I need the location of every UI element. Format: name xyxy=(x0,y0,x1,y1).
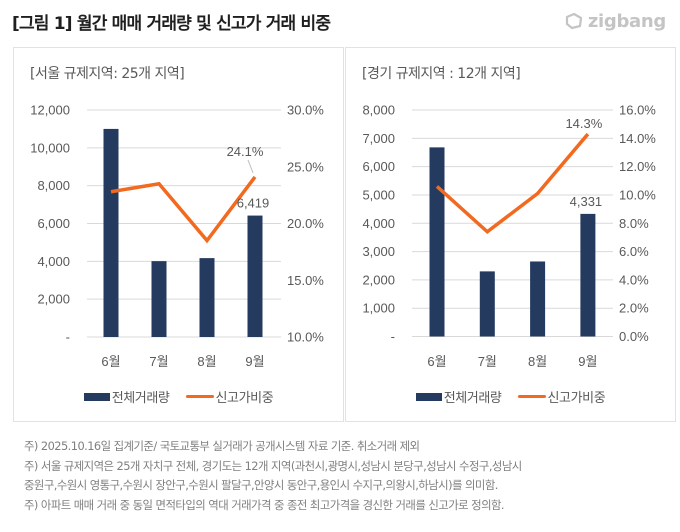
y-right-tick-label: 14.0% xyxy=(619,131,656,146)
x-tick-label: 6월 xyxy=(101,354,120,369)
y-right-tick-label: 16.0% xyxy=(619,103,656,118)
y-left-tick-label: 2,000 xyxy=(362,272,395,287)
line-data-label: 24.1% xyxy=(227,144,264,159)
footnotes: 주) 2025.10.16일 집계기준/ 국토교통부 실거래가 공개시스템 자료… xyxy=(24,437,522,515)
x-tick-label: 7월 xyxy=(149,354,168,369)
bar-9월 xyxy=(247,215,263,337)
seoul-chart: - 2,000 4,000 6,000 8,000 10,000 12,000 10.0% 15… xyxy=(30,103,324,370)
footnote-line: 주) 2025.10.16일 집계기준/ 국토교통부 실거래가 공개시스템 자료… xyxy=(24,439,420,453)
y-left-tick-label: 2,000 xyxy=(37,292,70,307)
legend-item-new-high: 신고가비중 xyxy=(185,387,274,406)
gyeonggi-chart-legend: 전체거래량 신고가비중 xyxy=(346,387,675,406)
y-right-tick-label: 4.0% xyxy=(619,272,649,287)
new-high-ratio-line xyxy=(110,175,257,244)
figure-title: [그림 1] 월간 매매 거래량 및 신고가 거래 비중 xyxy=(12,14,331,34)
y-left-tick-label: 3,000 xyxy=(362,244,395,259)
legend-label-new-high: 신고가비중 xyxy=(215,391,274,406)
y-left-tick-label: 7,000 xyxy=(362,131,395,146)
x-tick-label: 6월 xyxy=(427,354,446,369)
gyeonggi-chart-panel: - 1,000 2,000 3,000 4,000 5,000 6,000 7,000 8,00… xyxy=(345,47,676,422)
y-right-tick-label: 20.0% xyxy=(287,216,324,231)
seoul-chart-panel: - 2,000 4,000 6,000 8,000 10,000 12,000 10.0% 15… xyxy=(13,47,344,422)
y-right-tick-label: 30.0% xyxy=(287,103,324,118)
zigbang-logo-icon xyxy=(565,12,582,30)
y-left-tick-label: - xyxy=(391,329,395,344)
footnote-line: 주) 서울 규제지역은 25개 자치구 전체, 경기도는 12개 지역(과천시,… xyxy=(24,458,522,473)
legend-bar-swatch xyxy=(83,392,110,401)
y-right-tick-label: 0.0% xyxy=(619,329,649,344)
legend-item-volume: 전체거래량 xyxy=(415,387,502,406)
legend-label-volume: 전체거래량 xyxy=(443,391,502,406)
y-right-tick-label: 15.0% xyxy=(287,273,324,288)
y-left-tick-label: 8,000 xyxy=(362,103,395,118)
y-left-tick-label: 5,000 xyxy=(362,187,395,202)
x-tick-label: 7월 xyxy=(478,354,497,369)
x-tick-label: 9월 xyxy=(245,354,264,369)
bar-8월 xyxy=(199,258,215,337)
gyeonggi-chart: - 1,000 2,000 3,000 4,000 5,000 6,000 7,000 8,00… xyxy=(362,103,656,370)
x-tick-label: 8월 xyxy=(197,354,216,369)
y-right-tick-label: 12.0% xyxy=(619,159,656,174)
footnote-line: 중원구,수원시 영통구,수원시 장안구,수원시 팔달구,안양시 동안구,용인시 … xyxy=(24,478,498,493)
legend-item-new-high: 신고가비중 xyxy=(517,387,606,406)
legend-item-volume: 전체거래량 xyxy=(83,387,170,406)
y-left-tick-label: - xyxy=(66,330,70,345)
legend-line-swatch xyxy=(517,395,546,398)
x-tick-label: 8월 xyxy=(528,354,547,369)
legend-line-swatch xyxy=(185,395,214,398)
y-left-tick-label: 4,000 xyxy=(37,254,70,269)
y-left-tick-label: 4,000 xyxy=(362,216,395,231)
line-data-label: 14.3% xyxy=(565,116,602,131)
seoul-chart-legend: 전체거래량 신고가비중 xyxy=(14,387,343,406)
bar-data-label: 4,331 xyxy=(570,194,603,209)
y-right-tick-label: 6.0% xyxy=(619,244,649,259)
y-right-tick-label: 10.0% xyxy=(619,187,656,202)
data-label-leader-line xyxy=(247,159,254,174)
y-right-tick-label: 2.0% xyxy=(619,301,649,316)
bar-9월 xyxy=(580,213,596,337)
y-left-tick-label: 6,000 xyxy=(362,159,395,174)
y-left-tick-label: 6,000 xyxy=(37,216,70,231)
gyeonggi-chart-title: [경기 규제지역 : 12개 지역] xyxy=(362,66,521,82)
bar-data-label: 6,419 xyxy=(237,196,270,211)
seoul-chart-title: [서울 규제지역: 25개 지역] xyxy=(30,66,185,82)
legend-bar-swatch xyxy=(415,392,442,401)
y-right-tick-label: 10.0% xyxy=(287,330,324,345)
new-high-ratio-line xyxy=(435,132,590,235)
y-left-tick-label: 12,000 xyxy=(30,103,70,118)
footnote-line: 주) 아파트 매매 거래 중 동일 면적타입의 역대 거래가격 중 종전 최고가… xyxy=(24,497,505,512)
zigbang-logo: zigbang xyxy=(564,9,666,33)
x-tick-label: 9월 xyxy=(578,354,597,369)
y-right-tick-label: 8.0% xyxy=(619,216,649,231)
bar-6월 xyxy=(429,147,445,337)
legend-label-volume: 전체거래량 xyxy=(111,391,170,406)
y-left-tick-label: 10,000 xyxy=(30,140,70,155)
legend-label-new-high: 신고가비중 xyxy=(547,391,606,406)
bar-6월 xyxy=(103,128,119,337)
y-left-tick-label: 8,000 xyxy=(37,178,70,193)
bar-7월 xyxy=(151,261,167,337)
y-left-tick-label: 1,000 xyxy=(362,301,395,316)
bar-8월 xyxy=(530,261,546,337)
bar-7월 xyxy=(479,271,495,337)
zigbang-logo-text: zigbang xyxy=(587,10,666,32)
y-right-tick-label: 25.0% xyxy=(287,159,324,174)
